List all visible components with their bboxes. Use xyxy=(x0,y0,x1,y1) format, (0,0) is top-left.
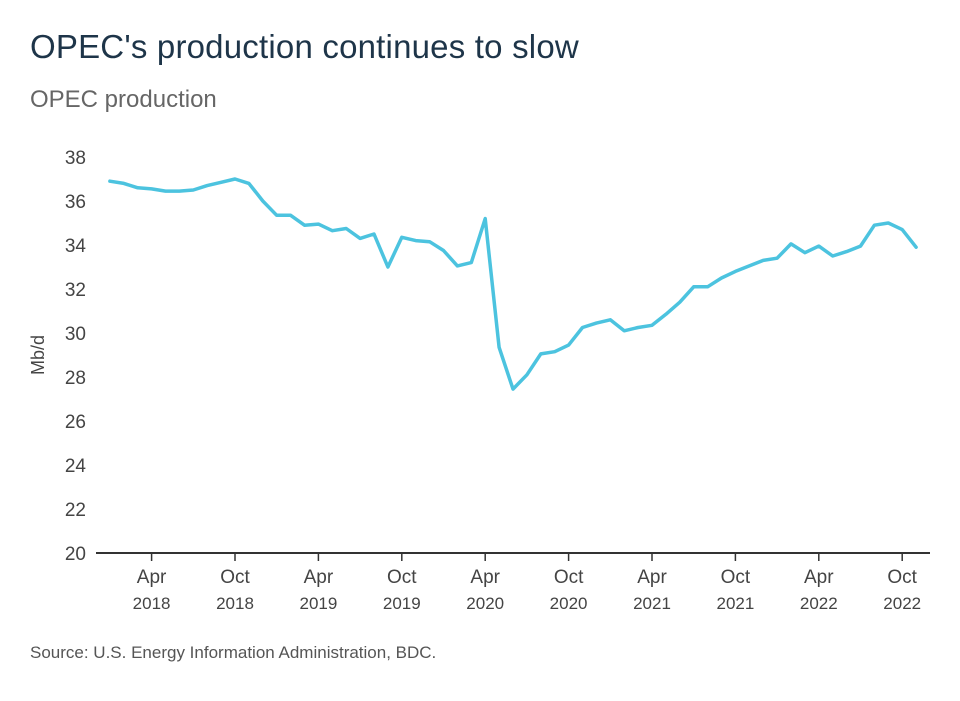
y-tick-label: 30 xyxy=(65,324,86,345)
y-tick-label: 22 xyxy=(65,500,86,521)
y-tick-label: 38 xyxy=(65,148,86,169)
series-group xyxy=(108,177,918,391)
y-tick-label: 34 xyxy=(65,236,87,257)
y-axis-label: Mb/d xyxy=(28,335,48,375)
y-tick-label: 20 xyxy=(65,544,86,565)
x-tick-year-label: 2019 xyxy=(299,594,337,613)
chart-title: OPEC's production continues to slow xyxy=(30,28,579,65)
x-tick-month-label: Oct xyxy=(220,567,250,588)
x-tick-year-label: 2021 xyxy=(716,594,754,613)
x-tick-month-label: Oct xyxy=(554,567,584,588)
y-tick-label: 24 xyxy=(65,456,87,477)
y-tick-label: 36 xyxy=(65,192,86,213)
x-tick-month-label: Apr xyxy=(470,567,500,588)
x-tick-month-label: Apr xyxy=(637,567,667,588)
x-tick-year-label: 2021 xyxy=(633,594,671,613)
y-tick-label: 26 xyxy=(65,412,86,433)
x-tick-month-label: Apr xyxy=(304,567,334,588)
y-axis-ticks: 20 22 24 26 28 30 32 34 36 38 xyxy=(65,148,87,565)
chart-subtitle: OPEC production xyxy=(30,86,217,113)
series-line-opec-production xyxy=(108,177,918,391)
y-tick-label: 28 xyxy=(65,368,86,389)
x-tick-year-label: 2022 xyxy=(883,594,921,613)
x-tick-year-label: 2022 xyxy=(800,594,838,613)
y-tick-label: 32 xyxy=(65,280,86,301)
source-note: Source: U.S. Energy Information Administ… xyxy=(30,643,437,662)
x-tick-year-label: 2018 xyxy=(133,594,171,613)
x-tick-month-label: Apr xyxy=(804,567,834,588)
x-tick-year-label: 2019 xyxy=(383,594,421,613)
x-tick-month-label: Oct xyxy=(721,567,751,588)
x-tick-month-label: Apr xyxy=(137,567,167,588)
x-tick-month-label: Oct xyxy=(387,567,417,588)
x-tick-month-label: Oct xyxy=(887,567,917,588)
x-tick-year-label: 2018 xyxy=(216,594,254,613)
x-tick-year-label: 2020 xyxy=(466,594,504,613)
x-axis-ticks: Apr 2018 Oct 2018 Apr 2019 Oct 2019 Apr 2020 Oct 20… xyxy=(133,553,921,613)
x-tick-year-label: 2020 xyxy=(550,594,588,613)
